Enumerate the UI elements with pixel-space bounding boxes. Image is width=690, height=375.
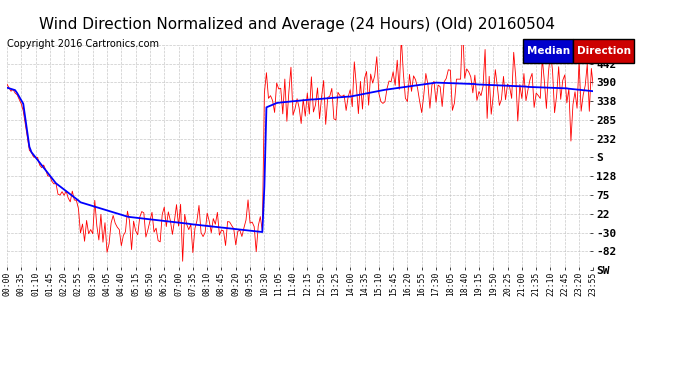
Text: Median: Median	[526, 46, 570, 56]
Text: Wind Direction Normalized and Average (24 Hours) (Old) 20160504: Wind Direction Normalized and Average (2…	[39, 17, 555, 32]
Text: Direction: Direction	[577, 46, 631, 56]
Text: Copyright 2016 Cartronics.com: Copyright 2016 Cartronics.com	[7, 39, 159, 50]
